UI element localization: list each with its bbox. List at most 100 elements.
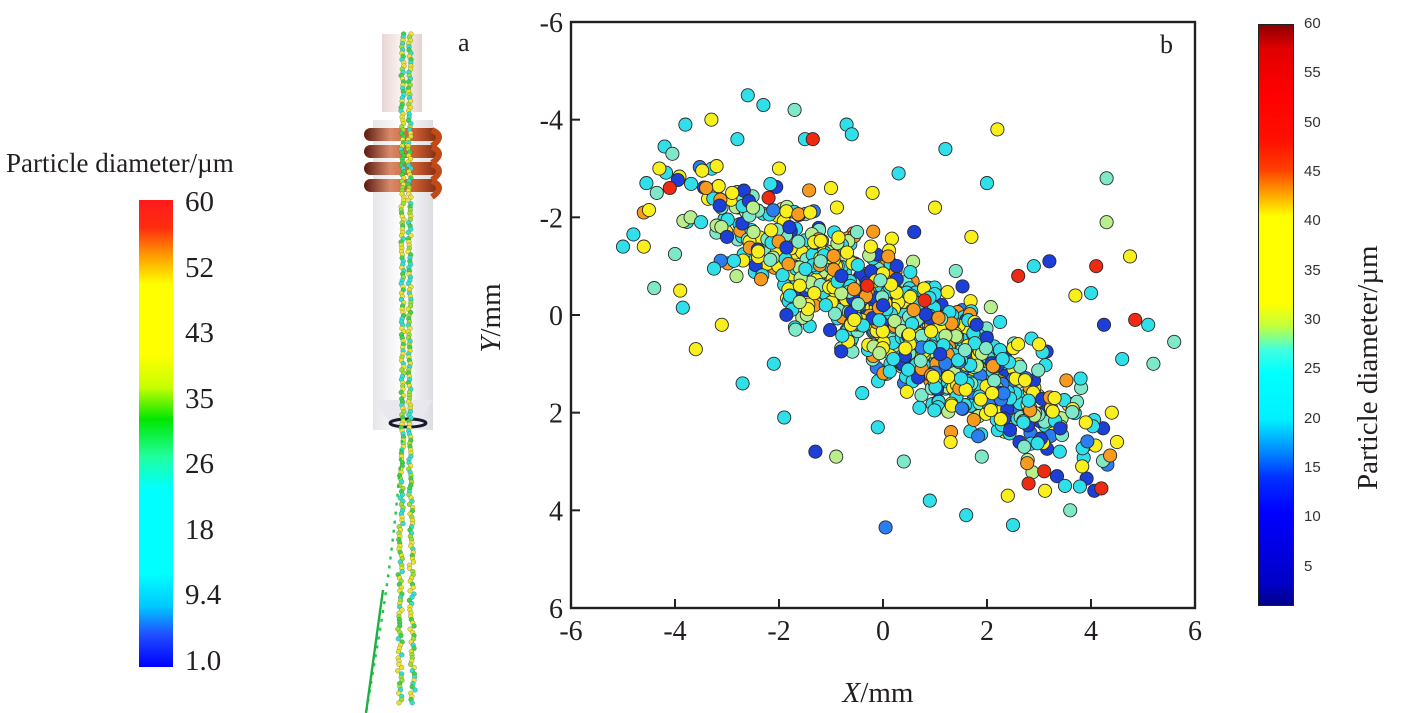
scatter-point (1167, 334, 1182, 349)
scatter-point (791, 234, 806, 249)
scatter-point (955, 279, 970, 294)
scatter-point (1068, 288, 1083, 303)
scatter-point (1030, 436, 1045, 451)
scatter-point (922, 340, 937, 355)
panel-a-colorbar-tick: 60 (185, 186, 214, 218)
scatter-point (896, 454, 911, 469)
scatter-point (1042, 254, 1057, 269)
panel-b-colorbar-tick: 30 (1304, 310, 1321, 328)
scatter-point (846, 282, 862, 297)
scatter-point (1016, 415, 1031, 430)
scatter-point (746, 224, 761, 240)
scatter-point (798, 261, 813, 277)
panel-b-colorbar-tick: 35 (1304, 261, 1321, 279)
scatter-point (792, 278, 807, 293)
y-tick-label: 2 (549, 399, 563, 430)
scatter-point (966, 412, 981, 427)
scatter-point (1017, 439, 1032, 454)
scatter-point (792, 294, 807, 310)
scatter-point (1096, 317, 1112, 332)
scatter-point (803, 205, 818, 220)
trajectory-particle (399, 607, 405, 613)
scatter-point (641, 202, 657, 218)
scatter-point (938, 141, 953, 157)
scatter-point (802, 183, 817, 198)
panel-a-colorbar-tick: 52 (185, 251, 214, 284)
scatter-point (779, 204, 794, 219)
scatter-point (870, 420, 885, 435)
scatter-point (959, 508, 974, 523)
panel-a-colorbar-tick: 1.0 (185, 645, 222, 677)
scatter-point (985, 359, 1001, 374)
scatter-point (954, 401, 969, 416)
scatter-point (788, 322, 803, 337)
scatter-point (712, 198, 727, 213)
scatter-point (884, 231, 899, 246)
stray-particle-trajectory (364, 439, 404, 713)
scatter-point (969, 317, 984, 332)
scatter-point (865, 185, 880, 200)
scatter-point (990, 122, 1005, 137)
trajectory-particle (406, 565, 413, 571)
panel-b-colorbar-tick: 5 (1304, 557, 1313, 575)
scatter-point (684, 176, 699, 191)
trajectory-particle (395, 636, 401, 642)
panel-b-colorbar-tick: 40 (1304, 212, 1321, 230)
scatter-point (924, 324, 939, 339)
scatter-point (983, 300, 998, 315)
scatter-point (834, 286, 849, 301)
panel-b-colorbar (1258, 24, 1294, 606)
scatter-point (860, 278, 875, 293)
scatter-point (1083, 285, 1099, 301)
scatter-point (1031, 337, 1047, 352)
scatter-point (964, 229, 979, 244)
scatter-point (971, 429, 986, 444)
trajectory-particle (408, 661, 414, 667)
scatter-point (1073, 371, 1088, 386)
scatter-point (1128, 312, 1143, 327)
scatter-point (766, 203, 781, 218)
scatter-point (662, 180, 677, 196)
scatter-point (764, 223, 779, 238)
trajectory-particle (410, 585, 416, 591)
scatter-point (1072, 479, 1087, 494)
scatter-point (922, 493, 937, 508)
scatter-point (782, 220, 797, 235)
scatter-point (926, 369, 941, 384)
scatter-point (704, 112, 719, 127)
scatter-point (1099, 171, 1114, 186)
scatter-point (1017, 373, 1033, 388)
panel-b-colorbar-tick: 25 (1304, 360, 1321, 378)
scatter-point (805, 132, 820, 147)
scatter-point (823, 180, 839, 196)
panel-a-colorbar-tick: 18 (185, 513, 214, 546)
scatter-point (813, 254, 828, 269)
scatter-point (818, 298, 833, 313)
scatter-point (779, 307, 794, 322)
scatter-point (725, 185, 740, 200)
x-tick-label: 0 (876, 616, 890, 647)
scatter-point (979, 341, 994, 356)
scatter-point (927, 403, 942, 418)
scatter-point (987, 373, 1002, 388)
scatter-point (835, 328, 850, 343)
panel-a-colorbar-tick: 9.4 (185, 579, 222, 612)
scatter-point (951, 353, 966, 368)
scatter-point (615, 239, 631, 254)
scatter-point (688, 342, 703, 357)
scatter-point (887, 313, 902, 329)
y-axis-label-unit: /mm (475, 283, 507, 337)
scatter-point (1078, 415, 1093, 430)
scatter-point (649, 185, 664, 200)
scatter-point (907, 224, 922, 240)
scatter-point (995, 351, 1010, 367)
trajectory-particle (396, 700, 402, 706)
scatter-point (957, 343, 973, 358)
panel-a-colorbar (139, 200, 173, 667)
y-axis-label: Y/mm (475, 283, 507, 353)
scatter-point (711, 179, 726, 194)
x-tick-label: 4 (1084, 616, 1098, 647)
scatter-point (775, 268, 790, 283)
scatter-point (898, 341, 913, 356)
